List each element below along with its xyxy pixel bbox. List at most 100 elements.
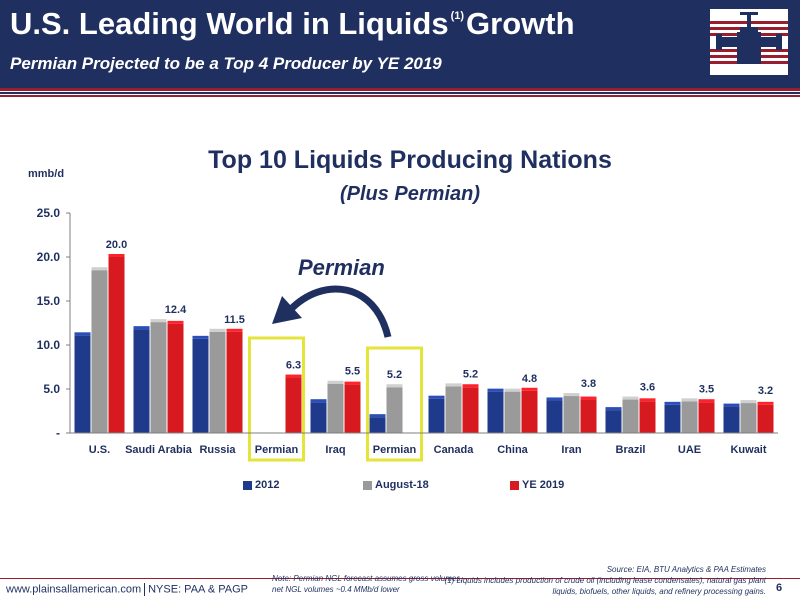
legend-swatch	[363, 480, 372, 490]
bar-ye-2019-russia	[226, 331, 243, 433]
bar-top-face	[740, 400, 757, 404]
bar-top-face	[605, 407, 622, 411]
bar-top-face	[192, 335, 209, 339]
data-label: 5.2	[463, 368, 478, 380]
category-label: Russia	[199, 444, 236, 456]
bar-top-face	[487, 388, 504, 392]
data-labels: 20.0 12.4 11.5 6.3 5.5 5.2 5.2 4.8 3.8 3.6 3.5 3.2	[106, 239, 773, 397]
bar-august-18-brazil	[622, 399, 639, 433]
bar-2012-canada	[428, 398, 445, 433]
page-title: U.S. Leading World in Liquids (1)Growth	[10, 6, 575, 42]
page-number: 6	[776, 582, 783, 594]
bar-ye-2019-iraq	[344, 384, 361, 433]
y-tick-label: 5.0	[43, 382, 60, 396]
y-tick-label: 10.0	[37, 338, 61, 352]
data-label: 6.3	[286, 360, 301, 372]
y-tick-label: 25.0	[37, 206, 61, 220]
permian-arrow	[272, 285, 392, 338]
bar-top-face	[723, 403, 740, 407]
legend-item-2012: 2012	[243, 479, 279, 491]
bar-top-face	[344, 381, 361, 385]
bar-top-face	[310, 399, 327, 403]
bar-top-face	[226, 328, 243, 332]
bar-top-face	[209, 328, 226, 332]
y-tick-label: 20.0	[37, 250, 61, 264]
bar-august-18-u-s-	[91, 270, 108, 433]
bar-top-face	[445, 383, 462, 387]
footer-divider	[0, 578, 800, 579]
data-label: 11.5	[224, 314, 245, 326]
data-label: 3.6	[640, 382, 655, 394]
category-label: Saudi Arabia	[125, 444, 193, 456]
header-stripe	[0, 88, 800, 91]
bar-top-face	[285, 374, 302, 378]
category-label: China	[497, 444, 528, 456]
bar-2012-kuwait	[723, 406, 740, 433]
bar-top-face	[369, 414, 386, 418]
category-label: Canada	[434, 444, 475, 456]
bar-ye-2019-brazil	[639, 401, 656, 433]
y-tick-label: 15.0	[37, 294, 61, 308]
bar-top-face	[681, 398, 698, 402]
bar-august-18-kuwait	[740, 403, 757, 433]
bar-ye-2019-u-s-	[108, 257, 125, 433]
bar-ye-2019-permian	[285, 377, 302, 433]
data-label: 20.0	[106, 239, 127, 251]
bar-ye-2019-saudi-arabia	[167, 323, 184, 433]
legend-item-august-18: August-18	[363, 479, 429, 491]
bar-top-face	[664, 401, 681, 405]
y-axis-unit-label: mmb/d	[28, 168, 65, 180]
category-label: Permian	[373, 444, 417, 456]
bar-top-face	[91, 267, 108, 271]
category-label: Permian	[255, 444, 299, 456]
page-subtitle: Permian Projected to be a Top 4 Producer…	[10, 54, 442, 73]
bar-top-face	[546, 397, 563, 401]
highlight-boxes	[248, 336, 423, 462]
bar-top-face	[698, 399, 715, 403]
valve-logo-icon	[710, 12, 788, 64]
bar-2012-saudi-arabia	[133, 329, 150, 433]
curved-arrow-icon	[287, 285, 392, 338]
arrow-head-icon	[272, 296, 302, 324]
bar-2012-iraq	[310, 402, 327, 433]
bar-2012-permian	[369, 417, 386, 433]
ticker-text: NYSE: PAA & PAGP	[148, 583, 248, 596]
website-link[interactable]: www.plainsallamerican.com	[6, 583, 142, 596]
bar-august-18-russia	[209, 331, 226, 433]
bar-2012-uae	[664, 404, 681, 433]
bar-august-18-saudi-arabia	[150, 322, 167, 433]
bar-2012-iran	[546, 400, 563, 433]
highlight-box-3	[248, 336, 305, 462]
bar-top-face	[504, 388, 521, 392]
category-label: Iraq	[325, 444, 345, 456]
legend-label: August-18	[375, 479, 429, 491]
page-title-main: U.S. Leading World in Liquids	[10, 6, 449, 41]
footer-note: Note: Permian NGL forecast assumes gross…	[272, 574, 463, 594]
bar-top-face	[167, 320, 184, 324]
legend-label: 2012	[255, 479, 280, 491]
axes: - 5.0 10.0 15.0 20.0 25.0 U.S. Saudi Arabia Russ…	[37, 206, 778, 456]
category-label: Kuwait	[730, 444, 766, 456]
bar-2012-brazil	[605, 410, 622, 433]
bar-top-face	[327, 380, 344, 384]
bar-top-face	[521, 387, 538, 391]
bar-top-face	[108, 254, 125, 257]
bar-ye-2019-iran	[580, 399, 597, 433]
category-label: Brazil	[616, 444, 646, 456]
bar-top-face	[150, 319, 167, 323]
header-banner: U.S. Leading World in Liquids (1)Growth P…	[0, 0, 800, 88]
bar-ye-2019-kuwait	[757, 404, 774, 433]
data-label: 4.8	[522, 373, 537, 385]
bars	[74, 254, 774, 433]
data-label: 3.2	[758, 385, 773, 397]
category-label: U.S.	[89, 444, 110, 456]
data-label: 3.8	[581, 378, 596, 390]
bar-2012-russia	[192, 338, 209, 433]
bar-top-face	[74, 332, 91, 336]
bar-2012-u-s-	[74, 335, 91, 433]
bar-top-face	[563, 393, 580, 397]
legend-label: YE 2019	[522, 479, 565, 491]
footer-separator	[144, 583, 146, 596]
y-tick-label: -	[56, 426, 60, 440]
